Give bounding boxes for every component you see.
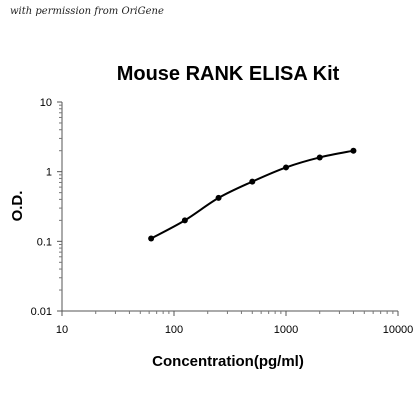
x-tick-label: 10000 xyxy=(383,324,414,336)
y-tick-label: 10 xyxy=(40,97,52,109)
x-tick-label: 10 xyxy=(56,324,68,336)
data-point xyxy=(283,164,289,171)
data-point xyxy=(148,235,155,242)
y-tick-label: 0.01 xyxy=(31,306,52,318)
credit-text: with permission from OriGene xyxy=(10,6,164,17)
axes xyxy=(61,102,398,312)
plot-area xyxy=(148,147,357,242)
data-point xyxy=(181,217,188,224)
x-tick-label: 1000 xyxy=(274,324,298,336)
y-axis-label: O.D. xyxy=(9,191,26,222)
trend-line xyxy=(150,149,354,240)
x-tick-label: 100 xyxy=(165,324,183,336)
y-tick-label: 1 xyxy=(46,167,52,179)
data-point xyxy=(350,147,357,154)
data-point xyxy=(215,194,222,201)
data-point xyxy=(316,154,323,161)
ticks: 10 100 1000 10000 0.01 0.1 1 10 xyxy=(31,97,414,336)
x-axis-label: Concentration(pg/ml) xyxy=(152,353,304,370)
data-point xyxy=(249,178,256,185)
chart-title: Mouse RANK ELISA Kit xyxy=(117,63,340,85)
y-tick-label: 0.1 xyxy=(37,236,52,248)
